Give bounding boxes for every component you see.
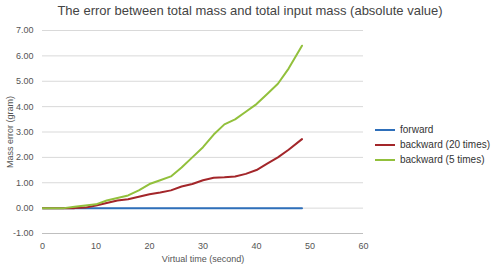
- svg-text:50: 50: [305, 241, 315, 251]
- svg-text:Virtual time (second): Virtual time (second): [162, 254, 244, 264]
- svg-text:4.00: 4.00: [16, 102, 34, 112]
- svg-text:10: 10: [91, 241, 101, 251]
- svg-text:Mass error (gram): Mass error (gram): [5, 96, 15, 168]
- html-text:The error between total mass a: The error between total mass and total i…: [57, 3, 443, 18]
- html-text:forward: forward: [400, 124, 434, 135]
- svg-text:40: 40: [251, 241, 261, 251]
- svg-text:60: 60: [358, 241, 368, 251]
- svg-text:20: 20: [144, 241, 154, 251]
- svg-text:6.00: 6.00: [16, 51, 34, 61]
- svg-text:7.00: 7.00: [16, 25, 34, 35]
- svg-text:30: 30: [198, 241, 208, 251]
- html-text:backward (20 times): backward (20 times): [400, 139, 490, 150]
- svg-text:-1.00: -1.00: [13, 228, 34, 238]
- html-text:backward (5 times): backward (5 times): [400, 154, 485, 165]
- svg-text:5.00: 5.00: [16, 76, 34, 86]
- svg-text:3.00: 3.00: [16, 127, 34, 137]
- svg-text:0: 0: [40, 241, 45, 251]
- svg-text:2.00: 2.00: [16, 152, 34, 162]
- svg-text:1.00: 1.00: [16, 178, 34, 188]
- svg-text:0.00: 0.00: [16, 203, 34, 213]
